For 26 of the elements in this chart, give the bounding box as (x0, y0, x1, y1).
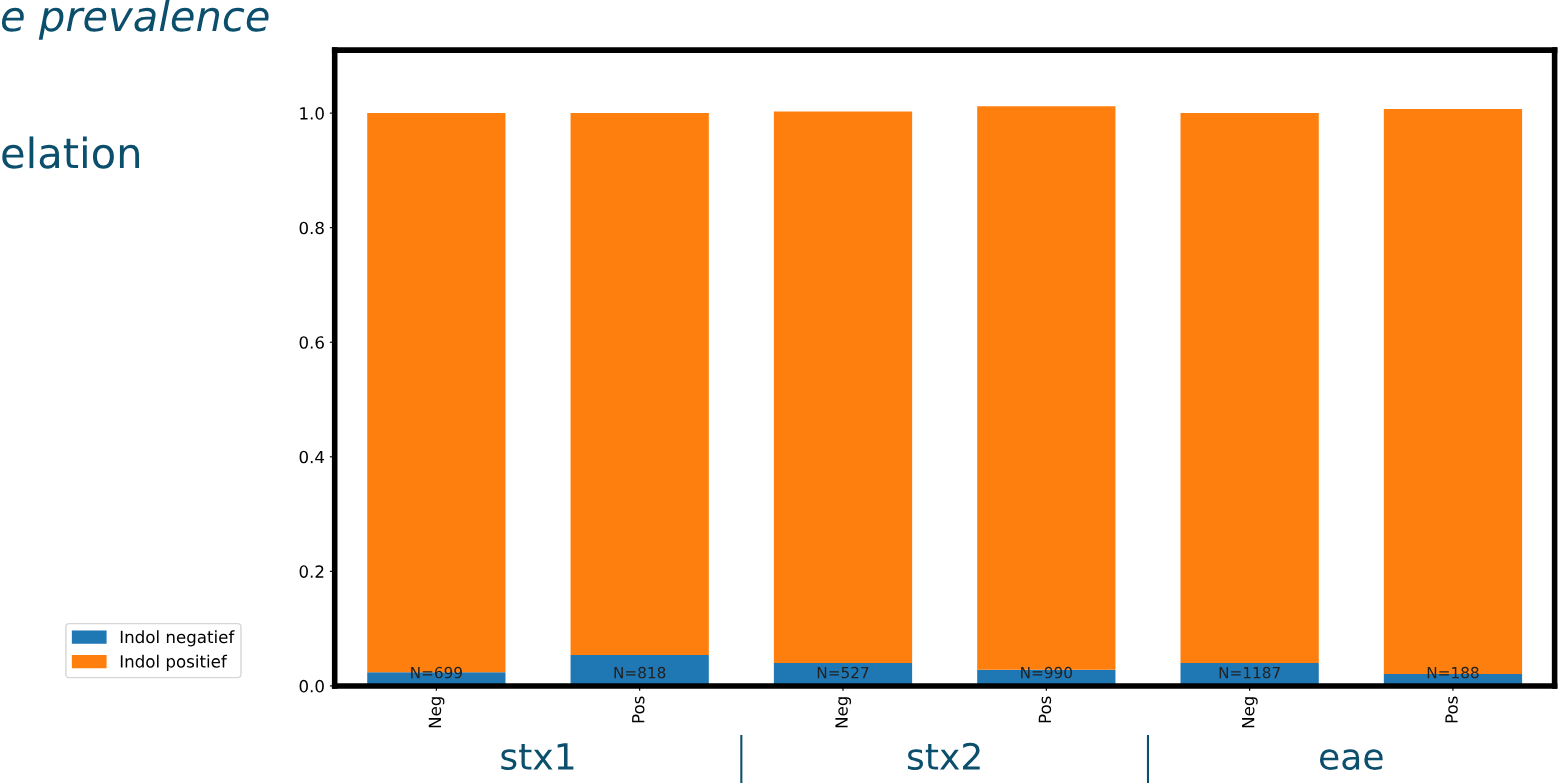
y-tick-label: 0.2 (299, 565, 324, 578)
text: stx2 (907, 742, 980, 770)
y-tick-label: 0.8 (299, 221, 324, 235)
legend-label: Indol negatief (120, 630, 235, 647)
y-tick-label: 1.0 (300, 107, 324, 120)
annotation: N=990 (1021, 666, 1072, 679)
x-tick-label: Neg (428, 697, 445, 728)
text: stx1 (501, 743, 574, 770)
legend-label: Indol positief (120, 654, 228, 671)
y-tick-label: 0.6 (299, 336, 324, 349)
annotation: N=818 (614, 666, 666, 679)
annotation: N=1187 (1219, 666, 1280, 679)
y-tick-label: 0.0 (299, 679, 324, 693)
text: elation (2, 136, 140, 169)
y-tick-label: 0.4 (299, 450, 325, 464)
x-tick-label: Neg (835, 697, 852, 728)
text: e prevalence (1, 0, 269, 40)
bar (1180, 113, 1319, 663)
x-tick-label: Neg (1242, 697, 1258, 728)
text: eae (1320, 749, 1383, 770)
x-tick-label: Pos (1445, 696, 1458, 723)
annotation: N=527 (817, 666, 869, 679)
x-tick-label: Pos (1038, 696, 1052, 723)
x-tick-label: Pos (632, 696, 645, 723)
bar (570, 113, 709, 655)
bar (773, 111, 913, 663)
